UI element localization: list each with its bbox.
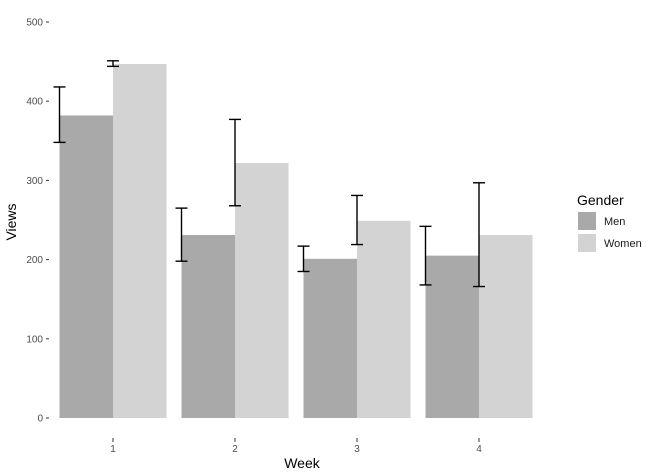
bar-women-week-1 [113,63,167,418]
y-tick-label-200: 200 [26,255,43,266]
legend-label-women: Women [604,238,642,250]
legend-key-men [578,212,596,230]
error-bar-women-week-1 [107,60,119,68]
x-tick-label-1: 1 [110,444,116,455]
error-bars-layer [53,60,485,288]
error-bar-men-week-1 [53,86,66,144]
y-axis-title: Views [3,203,19,240]
legend-key-women [578,234,596,252]
bar-men-week-3 [303,258,357,418]
plot-area [53,60,533,419]
x-axis-title: Week [284,455,321,471]
bar-men-week-1 [59,115,113,419]
y-tick-label-100: 100 [26,334,43,345]
y-tick-label-0: 0 [37,414,43,425]
legend-label-men: Men [604,216,625,228]
error-bar-women-week-3 [351,194,363,246]
bars-layer [59,63,533,419]
y-tick-label-300: 300 [26,176,43,187]
error-bar-women-week-2 [229,118,241,207]
error-bar-men-week-4 [419,225,432,286]
x-tick-label-4: 4 [476,444,482,455]
x-tick-label-3: 3 [354,444,360,455]
x-tick-label-2: 2 [232,444,238,455]
bar-men-week-2 [181,235,235,418]
legend-title: Gender [577,192,624,208]
legend: Gender Men Women [577,192,642,252]
error-bar-men-week-3 [297,245,310,273]
bar-women-week-3 [357,220,411,418]
error-bar-women-week-4 [473,182,485,288]
bar-men-week-4 [425,255,479,418]
error-bar-men-week-2 [175,207,188,262]
y-tick-label-500: 500 [26,18,43,29]
y-tick-label-400: 400 [26,97,43,108]
x-axis: 1 2 3 4 [110,438,482,455]
bar-women-week-4 [479,235,533,418]
y-axis: 0 100 200 300 400 500 [26,18,49,425]
bar-women-week-2 [235,162,289,418]
